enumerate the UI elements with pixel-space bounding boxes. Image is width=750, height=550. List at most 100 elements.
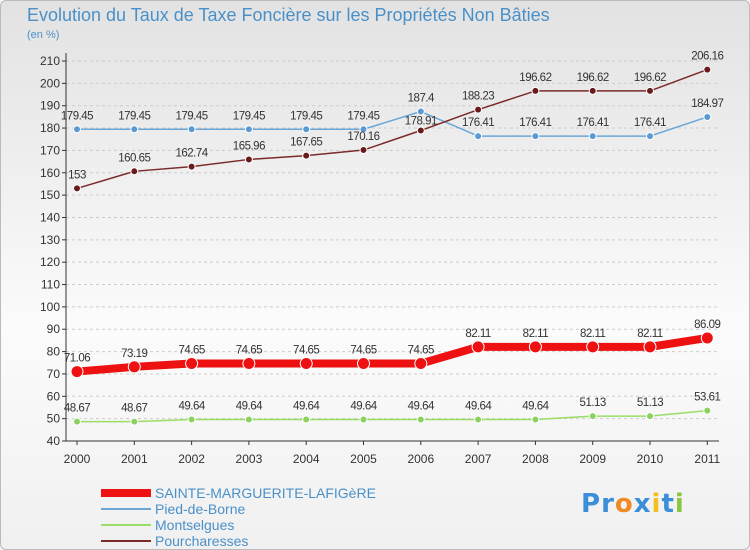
data-point <box>187 415 196 424</box>
data-point <box>646 86 654 95</box>
legend-item: SAINTE-MARGUERITE-LAFIGèRE <box>101 485 401 501</box>
x-tick-label: 2003 <box>236 452 263 466</box>
y-tick-label: 130 <box>40 233 60 247</box>
y-tick-label: 50 <box>47 412 61 426</box>
legend-label-3: Pourcharesses <box>155 533 249 549</box>
y-tick-label: 160 <box>40 166 60 180</box>
data-point <box>703 406 712 415</box>
data-label: 196.62 <box>577 72 609 84</box>
data-label: 49.64 <box>236 400 263 412</box>
y-tick-label: 140 <box>40 210 60 224</box>
data-point <box>586 340 600 354</box>
data-point <box>73 125 81 134</box>
data-point <box>643 340 657 354</box>
data-point <box>474 132 483 141</box>
logo-letter: P <box>581 489 602 519</box>
data-label: 178.91 <box>405 115 437 127</box>
legend-label-2: Montselgues <box>155 517 235 533</box>
data-label: 74.65 <box>178 345 204 357</box>
legend-item: Pourcharesses <box>101 533 401 549</box>
series-line-0 <box>73 333 712 376</box>
x-tick-label: 2009 <box>579 452 606 466</box>
logo-letter: i <box>651 489 662 519</box>
data-point <box>299 357 313 371</box>
data-label: 49.64 <box>408 400 435 412</box>
y-tick-label: 170 <box>40 143 60 157</box>
data-point <box>474 415 483 424</box>
x-tick-label: 2007 <box>465 452 492 466</box>
data-point <box>302 151 311 160</box>
data-point <box>70 365 84 379</box>
data-label: 74.65 <box>350 345 376 357</box>
data-label: 51.13 <box>637 397 663 409</box>
data-label: 51.13 <box>580 397 606 409</box>
data-label: 49.64 <box>178 400 205 412</box>
legend-item: Montselgues <box>101 517 401 533</box>
y-axis-unit: (en %) <box>27 29 60 41</box>
data-point <box>528 340 542 354</box>
data-point <box>416 107 425 116</box>
y-tick-label: 70 <box>47 367 61 381</box>
y-tick-label: 90 <box>47 322 61 336</box>
data-point <box>73 417 81 426</box>
data-label: 49.64 <box>465 400 492 412</box>
data-label: 53.61 <box>694 392 720 404</box>
data-label: 179.45 <box>290 110 322 122</box>
x-tick-label: 2008 <box>522 452 549 466</box>
data-point <box>187 125 196 134</box>
data-label: 86.09 <box>694 319 720 331</box>
x-tick-label: 2001 <box>121 452 148 466</box>
data-label: 73.19 <box>121 348 147 360</box>
data-label: 167.65 <box>290 137 322 149</box>
data-point <box>703 112 712 121</box>
data-point <box>416 126 425 135</box>
data-label: 160.65 <box>118 152 150 164</box>
data-label: 49.64 <box>522 400 549 412</box>
data-label: 82.11 <box>465 328 491 340</box>
data-label: 179.45 <box>233 110 265 122</box>
data-label: 49.64 <box>293 400 320 412</box>
data-label: 82.11 <box>637 328 663 340</box>
data-point <box>127 360 141 374</box>
y-tick-label: 190 <box>40 99 60 113</box>
data-point <box>414 357 428 371</box>
data-label: 187.4 <box>408 93 435 105</box>
logo-letter: i <box>674 489 685 519</box>
data-point <box>646 412 654 421</box>
x-tick-label: 2010 <box>637 452 664 466</box>
data-point <box>244 415 253 424</box>
y-tick-label: 210 <box>40 54 60 68</box>
data-point <box>130 125 139 134</box>
data-point <box>703 65 712 74</box>
data-point <box>187 162 196 171</box>
data-point <box>531 132 540 141</box>
x-tick-label: 2000 <box>64 452 91 466</box>
data-label: 162.74 <box>176 148 209 160</box>
data-label: 74.65 <box>293 345 319 357</box>
data-label: 196.62 <box>634 72 666 84</box>
data-label: 49.64 <box>350 400 377 412</box>
data-point <box>588 86 597 95</box>
data-point <box>130 167 139 176</box>
logo-letter: o <box>614 489 634 519</box>
data-point <box>244 155 253 164</box>
logo-letter: x <box>633 489 652 519</box>
y-tick-label: 60 <box>47 389 61 403</box>
y-tick-label: 150 <box>40 188 60 202</box>
data-point <box>416 415 425 424</box>
data-label: 48.67 <box>64 403 90 415</box>
x-tick-label: 2002 <box>178 452 205 466</box>
legend-swatch-2 <box>101 524 151 526</box>
data-point <box>359 146 368 155</box>
data-point <box>359 125 368 134</box>
legend-label-1: Pied-de-Borne <box>155 501 246 517</box>
x-tick-label: 2011 <box>694 452 720 466</box>
data-point <box>302 415 311 424</box>
data-point <box>185 357 199 371</box>
data-label: 74.65 <box>236 345 262 357</box>
x-tick-label: 2005 <box>350 452 377 466</box>
series-line-3 <box>76 68 709 190</box>
data-label: 188.23 <box>462 91 494 103</box>
data-label: 176.41 <box>462 117 494 129</box>
